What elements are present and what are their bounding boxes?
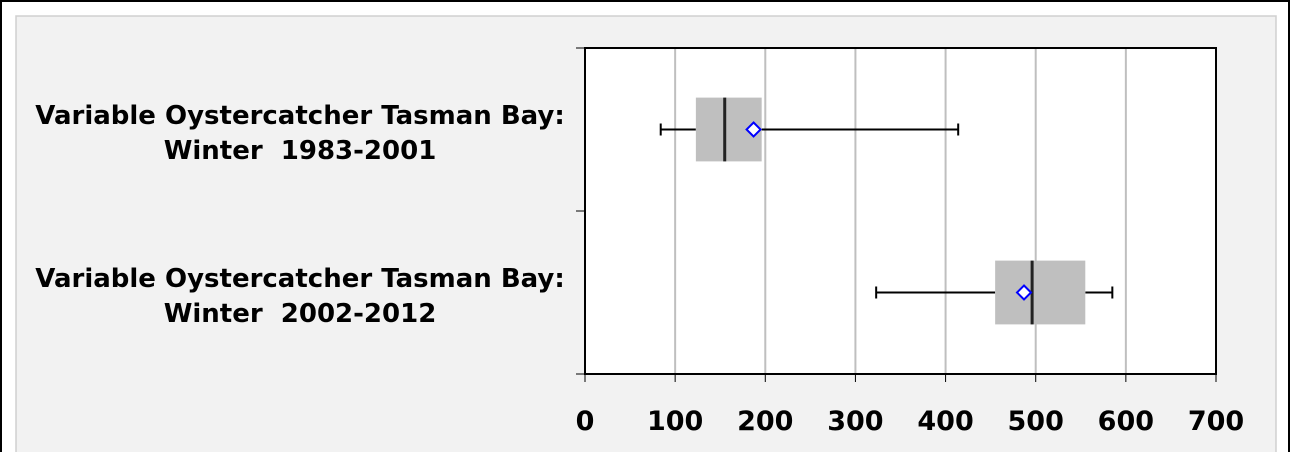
x-tick-label: 100 xyxy=(647,406,703,437)
x-tick-label: 200 xyxy=(737,406,793,437)
x-tick-label: 0 xyxy=(576,406,595,437)
x-tick-label: 500 xyxy=(1008,406,1064,437)
box xyxy=(995,260,1086,325)
plot-frame xyxy=(584,47,1217,375)
mean-marker xyxy=(1015,284,1033,301)
category-label: Variable Oystercatcher Tasman Bay: Winte… xyxy=(35,100,574,166)
x-tick-label: 300 xyxy=(827,406,883,437)
mean-marker xyxy=(745,121,762,138)
x-tick-label: 700 xyxy=(1188,406,1244,437)
category-label: Variable Oystercatcher Tasman Bay: Winte… xyxy=(35,263,574,329)
plot-area xyxy=(585,48,1216,374)
x-tick-label: 400 xyxy=(917,406,973,437)
x-tick-label: 600 xyxy=(1098,406,1154,437)
